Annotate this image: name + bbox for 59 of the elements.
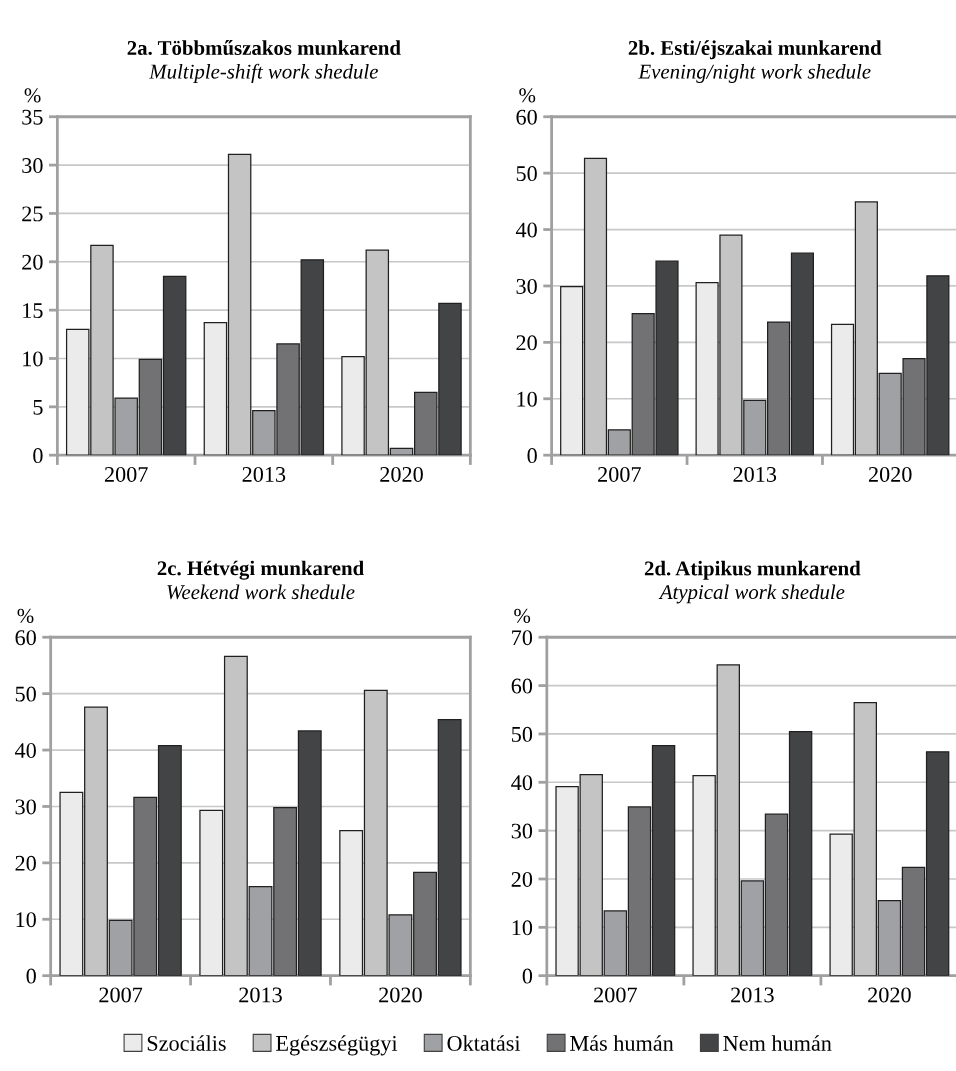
x-tick-label: 2007 xyxy=(99,987,143,1003)
x-tick-label: 2020 xyxy=(379,987,422,1003)
legend-label: Egészségügyi xyxy=(276,1035,398,1056)
chart-title: 2d. Atipikus munkarend xyxy=(644,560,861,580)
legend-label: Más humán xyxy=(570,1035,674,1051)
chart-subtitle: Evening/night work shedule xyxy=(638,64,871,83)
x-tick-label: 2013 xyxy=(733,466,777,482)
y-tick-label: 60 xyxy=(511,678,533,694)
y-tick-label: 0 xyxy=(33,448,43,464)
y-tick-label: 30 xyxy=(516,278,537,294)
y-tick-label: 40 xyxy=(515,222,537,238)
chart-title: 2c. Hétvégi munkarend xyxy=(157,560,364,580)
y-tick-label: 20 xyxy=(22,254,43,270)
y-tick-label: 60 xyxy=(15,630,36,646)
x-tick-label: 2020 xyxy=(868,987,911,1003)
chart-title: 2b. Esti/éjszakai munkarend xyxy=(628,40,882,60)
x-tick-label: 2013 xyxy=(242,466,286,482)
y-tick-label: 10 xyxy=(517,391,537,407)
legend-label: Nem humán xyxy=(723,1035,832,1051)
legend-label: Szociális xyxy=(147,1035,226,1051)
y-tick-label: 0 xyxy=(26,968,36,984)
y-tick-label: 50 xyxy=(512,726,533,742)
x-tick-label: 2007 xyxy=(598,466,641,482)
y-axis-title: % xyxy=(17,608,34,623)
y-tick-label: 0 xyxy=(522,968,533,984)
x-tick-label: 2007 xyxy=(104,466,148,482)
y-tick-label: 35 xyxy=(22,109,43,125)
y-tick-label: 70 xyxy=(512,630,533,646)
y-tick-label: 20 xyxy=(511,871,533,887)
legend-label: Oktatási xyxy=(447,1035,521,1051)
y-tick-label: 50 xyxy=(15,686,36,702)
x-tick-label: 2013 xyxy=(731,987,774,1003)
x-tick-label: 2013 xyxy=(239,987,282,1003)
y-tick-label: 30 xyxy=(15,799,36,815)
y-tick-label: 10 xyxy=(23,351,43,367)
y-tick-label: 30 xyxy=(511,823,533,839)
y-tick-label: 25 xyxy=(22,206,43,222)
y-axis-title: % xyxy=(24,88,41,103)
y-tick-label: 50 xyxy=(516,166,537,182)
y-tick-label: 60 xyxy=(516,109,537,125)
y-tick-label: 20 xyxy=(516,335,537,351)
y-tick-label: 15 xyxy=(23,303,43,319)
y-tick-label: 40 xyxy=(511,775,533,791)
y-tick-label: 0 xyxy=(527,448,537,464)
y-tick-label: 5 xyxy=(33,399,43,415)
y-tick-label: 20 xyxy=(15,855,36,871)
y-tick-label: 10 xyxy=(16,912,36,928)
chart-title: 2a. Többműszakos munkarend xyxy=(127,40,401,56)
x-tick-label: 2020 xyxy=(868,466,912,482)
chart-subtitle: Weekend work shedule xyxy=(167,584,355,600)
x-tick-label: 2020 xyxy=(380,466,423,482)
y-tick-label: 40 xyxy=(14,742,36,758)
y-tick-label: 30 xyxy=(22,158,43,174)
x-tick-label: 2007 xyxy=(594,987,637,1003)
y-axis-title: % xyxy=(519,88,536,103)
chart-subtitle: Atypical work shedule xyxy=(658,584,845,604)
y-axis-title: % xyxy=(514,608,531,623)
chart-subtitle: Multiple-shift work shedule xyxy=(149,63,378,83)
y-tick-label: 10 xyxy=(512,920,533,936)
